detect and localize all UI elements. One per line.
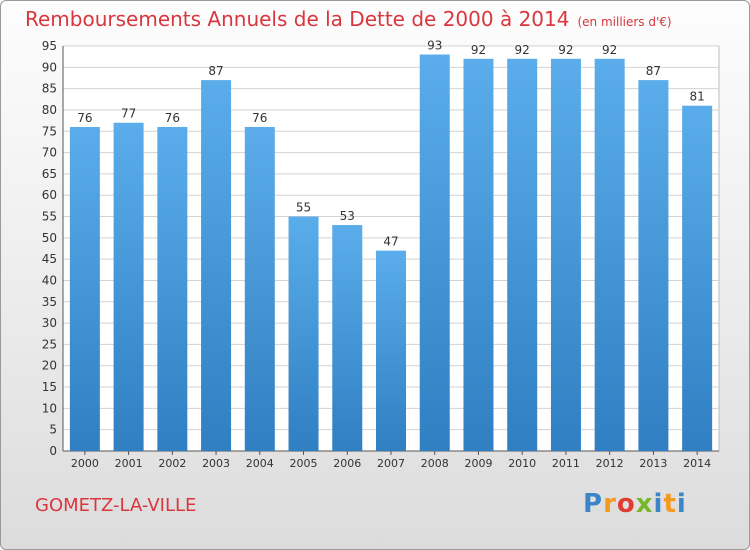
x-tick-label: 2010 [508,457,536,470]
bar [550,58,581,451]
logo-letter: r [603,489,617,519]
y-tick-label: 80 [42,103,57,117]
y-tick-label: 95 [42,39,57,53]
bar-value-label: 92 [602,43,617,57]
x-tick-label: 2013 [639,457,667,470]
x-tick-label: 2003 [202,457,230,470]
y-tick-label: 65 [42,167,57,181]
y-tick-label: 70 [42,146,57,160]
x-tick-label: 2004 [246,457,274,470]
x-tick-label: 2014 [683,457,711,470]
x-tick-label: 2005 [290,457,318,470]
x-tick-label: 2000 [71,457,99,470]
chart-title: Remboursements Annuels de la Dette de 20… [25,7,672,31]
bar-value-label: 87 [646,64,661,78]
bar [288,216,319,451]
bar-value-label: 76 [165,111,180,125]
y-tick-label: 75 [42,124,57,138]
x-tick-label: 2012 [596,457,624,470]
bar [594,58,625,451]
x-tick-label: 2002 [158,457,186,470]
y-tick-label: 30 [42,316,57,330]
bar-value-label: 76 [77,111,92,125]
y-tick-label: 25 [42,337,57,351]
bar-value-label: 92 [558,43,573,57]
logo-letter: o [616,489,636,519]
y-tick-label: 90 [42,60,57,74]
y-tick-label: 35 [42,295,57,309]
bar [507,58,538,451]
bar [113,122,144,451]
logo-letter: x [635,489,654,519]
bar [157,127,188,451]
logo-letter: i [676,489,687,519]
x-tick-label: 2009 [464,457,492,470]
bar [332,225,363,451]
bar-value-label: 93 [427,39,442,53]
bar [69,127,100,451]
chart-title-text: Remboursements Annuels de la Dette de 20… [25,7,570,31]
logo-letter: P [583,489,604,519]
logo-letter: t [663,489,677,519]
y-tick-label: 0 [49,444,57,458]
bar-value-label: 53 [340,209,355,223]
proxiti-logo: Proxiti [583,489,687,519]
bar [463,58,494,451]
bar [201,80,232,452]
bar [682,105,713,452]
y-tick-label: 40 [42,273,57,287]
bar-value-label: 92 [515,43,530,57]
x-tick-label: 2006 [333,457,361,470]
bar-value-label: 87 [208,64,223,78]
bar [376,250,406,451]
y-tick-label: 5 [49,423,57,437]
bar-value-label: 77 [121,107,136,121]
bar-value-label: 81 [689,90,704,104]
bar [638,80,669,452]
bar-value-label: 76 [252,111,267,125]
city-name: GOMETZ-LA-VILLE [35,495,197,516]
bar [244,127,275,451]
y-tick-label: 20 [42,359,57,373]
logo-letter: i [653,489,664,519]
bar [419,54,450,452]
bar-value-label: 47 [383,235,398,249]
x-tick-label: 2001 [115,457,143,470]
x-tick-label: 2007 [377,457,405,470]
y-tick-label: 85 [42,82,57,96]
unit-label: (en milliers d'€) [577,15,672,29]
y-tick-label: 60 [42,188,57,202]
x-tick-label: 2011 [552,457,580,470]
y-tick-label: 45 [42,252,57,266]
y-tick-label: 10 [42,401,57,415]
y-tick-label: 15 [42,380,57,394]
x-tick-label: 2008 [421,457,449,470]
bar-value-label: 92 [471,43,486,57]
bar-value-label: 55 [296,201,311,215]
y-tick-label: 50 [42,231,57,245]
y-tick-label: 55 [42,210,57,224]
